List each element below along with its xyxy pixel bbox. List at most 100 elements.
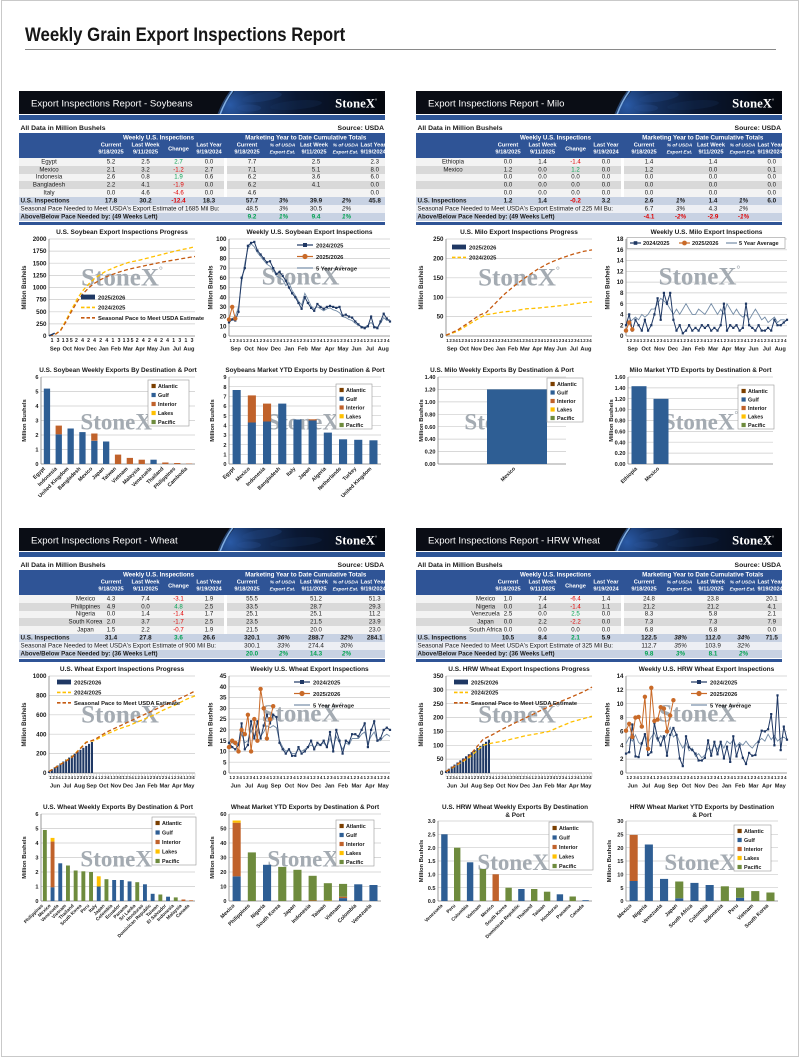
svg-text:300: 300 [433, 687, 444, 694]
svg-text:3: 3 [464, 775, 467, 780]
svg-text:1: 1 [543, 338, 546, 343]
svg-text:4: 4 [143, 775, 146, 780]
svg-text:Sep: Sep [483, 784, 494, 790]
svg-text:Mar: Mar [748, 784, 759, 790]
svg-text:30: 30 [219, 304, 226, 311]
svg-text:3: 3 [177, 775, 180, 780]
svg-text:4: 4 [107, 775, 110, 780]
svg-text:3: 3 [116, 775, 119, 780]
svg-text:50: 50 [220, 827, 226, 833]
svg-text:3: 3 [178, 338, 181, 344]
svg-text:15: 15 [617, 859, 623, 865]
svg-text:4: 4 [552, 775, 555, 780]
svg-text:Feb: Feb [110, 347, 121, 353]
svg-text:40: 40 [219, 294, 226, 301]
svg-text:3: 3 [464, 338, 467, 343]
svg-text:2: 2 [299, 775, 302, 780]
svg-text:Peru: Peru [445, 903, 457, 915]
svg-text:4: 4 [306, 338, 309, 343]
svg-text:Apr: Apr [324, 347, 335, 353]
svg-text:3: 3 [356, 775, 359, 780]
svg-text:1: 1 [35, 885, 38, 891]
svg-text:Atlantic: Atlantic [748, 389, 768, 395]
svg-text:U.S. Soybean Weekly Exports By: U.S. Soybean Weekly Exports By Destinati… [39, 367, 197, 374]
svg-text:Aug: Aug [580, 347, 592, 353]
svg-text:Million Bushels: Million Bushels [22, 265, 28, 310]
svg-text:2: 2 [498, 338, 501, 343]
svg-text:2025/2026: 2025/2026 [469, 245, 497, 251]
svg-text:Feb: Feb [507, 347, 518, 353]
svg-text:3: 3 [263, 775, 266, 780]
svg-text:Million Bushels: Million Bushels [208, 265, 214, 310]
svg-text:Interior: Interior [557, 399, 576, 405]
svg-text:20: 20 [617, 846, 623, 852]
svg-text:4: 4 [387, 338, 390, 343]
svg-text:2: 2 [583, 775, 586, 780]
svg-text:3: 3 [537, 775, 540, 780]
svg-text:U.S. Wheat Export Inspections: U.S. Wheat Export Inspections Progress [59, 666, 184, 673]
svg-text:2: 2 [522, 338, 525, 343]
svg-text:Sep: Sep [230, 347, 241, 353]
svg-text:U.S. Milo Export Inspections P: U.S. Milo Export Inspections Progress [460, 229, 578, 236]
svg-text:3: 3 [660, 775, 663, 780]
svg-text:2: 2 [670, 775, 673, 780]
svg-text:2: 2 [750, 775, 753, 780]
svg-text:Export Inspections Report - Wh: Export Inspections Report - Wheat [31, 536, 178, 547]
svg-text:4: 4 [743, 338, 746, 343]
svg-text:Jan: Jan [681, 347, 691, 353]
svg-text:0.80: 0.80 [614, 419, 625, 425]
svg-text:3: 3 [79, 775, 82, 780]
svg-text:3: 3 [574, 338, 577, 343]
svg-text:3: 3 [633, 775, 636, 780]
svg-text:Dec: Dec [270, 347, 280, 353]
svg-text:Gulf: Gulf [162, 831, 173, 837]
svg-text:5: 5 [130, 338, 133, 344]
svg-text:Mexico: Mexico [643, 466, 660, 483]
svg-text:3: 3 [740, 338, 743, 343]
svg-text:1: 1 [639, 775, 642, 780]
svg-text:2: 2 [149, 775, 152, 780]
svg-text:2: 2 [147, 338, 150, 344]
svg-text:3: 3 [126, 338, 129, 344]
svg-text:3: 3 [646, 775, 649, 780]
svg-text:3: 3 [56, 338, 59, 344]
svg-text:1: 1 [555, 338, 558, 343]
svg-text:2: 2 [186, 775, 189, 780]
svg-text:3: 3 [753, 338, 756, 343]
svg-text:4: 4 [491, 338, 494, 343]
svg-text:3: 3 [152, 775, 155, 780]
svg-text:Dec: Dec [483, 347, 493, 353]
svg-text:0.40: 0.40 [424, 437, 435, 443]
svg-text:Nov: Nov [74, 347, 86, 353]
svg-text:4: 4 [320, 338, 323, 343]
svg-text:4: 4 [730, 338, 733, 343]
svg-text:4: 4 [690, 775, 693, 780]
svg-text:1.40: 1.40 [424, 375, 435, 381]
svg-text:5 Year Average: 5 Year Average [710, 703, 752, 709]
svg-text:Feb: Feb [147, 784, 158, 790]
svg-text:2: 2 [737, 775, 740, 780]
svg-text:2: 2 [259, 338, 262, 343]
svg-text:3: 3 [35, 419, 38, 425]
svg-text:3: 3 [383, 338, 386, 343]
svg-text:4: 4 [192, 775, 195, 780]
svg-text:1: 1 [580, 775, 583, 780]
svg-text:Weekly U.S. Soybean Export Ins: Weekly U.S. Soybean Export Inspections [246, 229, 372, 236]
svg-text:Aug: Aug [470, 784, 482, 790]
svg-text:3: 3 [316, 338, 319, 343]
svg-text:4: 4 [167, 775, 170, 780]
svg-text:HRW Wheat Market YTD Exports b: HRW Wheat Market YTD Exports by Destinat… [629, 804, 773, 811]
svg-text:Interior: Interior [748, 406, 767, 412]
svg-text:U.S. Wheat Weekly Exports By D: U.S. Wheat Weekly Exports By Destination… [42, 804, 193, 811]
svg-text:4: 4 [154, 338, 157, 344]
svg-text:1: 1 [377, 338, 380, 343]
svg-text:3: 3 [190, 338, 193, 344]
svg-text:2: 2 [461, 338, 464, 343]
svg-text:5 Year Average: 5 Year Average [313, 703, 355, 709]
svg-text:2: 2 [670, 338, 673, 343]
svg-text:2: 2 [174, 775, 177, 780]
svg-text:2: 2 [101, 775, 104, 780]
svg-text:Jan: Jan [324, 784, 334, 790]
svg-text:6: 6 [620, 301, 624, 308]
svg-text:3: 3 [55, 775, 58, 780]
